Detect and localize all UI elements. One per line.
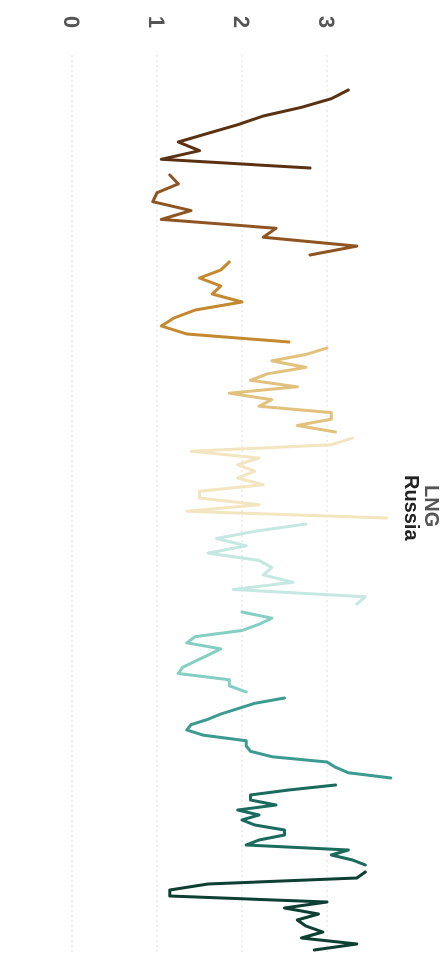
series-line-8	[185, 696, 393, 780]
grid-layer	[71, 55, 328, 952]
series-line-3	[159, 260, 291, 344]
tick-label-2: 2	[229, 16, 254, 28]
tick-label-3: 3	[314, 16, 339, 28]
tick-layer: 0 1 2 3	[59, 16, 339, 28]
series-line-6	[206, 522, 367, 606]
series-line-4	[227, 346, 337, 434]
series-line-1	[159, 88, 350, 170]
legend-label-russia: Russia	[400, 475, 422, 541]
series-line-5	[185, 436, 388, 520]
x-axis-label: LNG	[420, 485, 442, 527]
series-line-7	[176, 610, 274, 694]
series-line-2	[151, 173, 359, 257]
series-line-9	[236, 783, 367, 867]
tick-label-1: 1	[144, 16, 169, 28]
tick-label-0: 0	[59, 16, 84, 28]
series-layer	[151, 88, 393, 952]
series-line-10	[168, 870, 367, 952]
